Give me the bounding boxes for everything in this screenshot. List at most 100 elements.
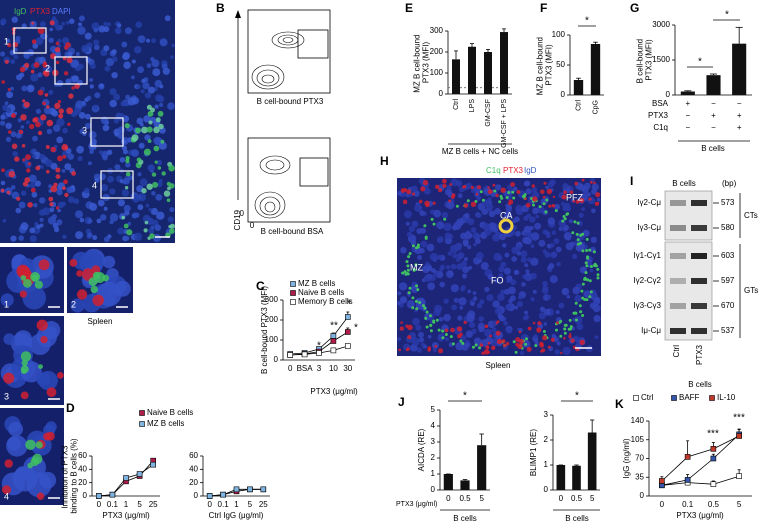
cell (32, 154, 37, 159)
y-tick-label: 70 (635, 454, 644, 463)
cell (17, 118, 22, 123)
series-line (661, 434, 740, 486)
cell (69, 18, 75, 24)
artery (498, 218, 514, 234)
cell (471, 328, 477, 334)
cell (518, 330, 522, 334)
cell (548, 263, 555, 269)
cell (26, 168, 31, 173)
cell (476, 196, 481, 201)
cell (119, 157, 126, 163)
cell (55, 174, 61, 180)
cell (578, 304, 582, 308)
cell (573, 220, 577, 224)
inset-label: 4 (4, 491, 9, 501)
cell (159, 102, 164, 107)
cell (584, 261, 588, 265)
cell (399, 326, 404, 331)
cell (460, 335, 467, 342)
cell (126, 229, 133, 236)
cell (475, 252, 484, 260)
cell (532, 207, 539, 215)
cell (504, 288, 510, 295)
marker (316, 350, 322, 356)
y-tick-label: 0 (640, 491, 645, 500)
cell (28, 174, 37, 183)
cell (433, 309, 441, 317)
marker (220, 491, 226, 498)
cell (504, 211, 512, 219)
cell (487, 273, 494, 280)
cell (144, 220, 149, 225)
cell (161, 171, 166, 176)
axis-label: B cell-bound BSA (261, 227, 324, 236)
x-tick-label: 0 (288, 364, 293, 373)
cell (543, 308, 551, 316)
cell (403, 210, 412, 219)
cell (117, 126, 125, 134)
condition-value: − (711, 123, 716, 132)
legend-label: BAFF (679, 393, 700, 402)
cell (30, 69, 35, 74)
cell (134, 46, 142, 54)
cell (71, 171, 76, 176)
cell (49, 20, 55, 26)
cell (76, 289, 88, 300)
cell (514, 305, 519, 310)
cell (456, 218, 464, 227)
marker (736, 433, 742, 439)
cell (542, 280, 548, 287)
cell (506, 279, 510, 284)
cell (516, 189, 521, 195)
cell (125, 156, 130, 161)
y-tick-label: 5 (431, 405, 436, 414)
cell (411, 337, 420, 346)
cell (27, 462, 33, 469)
cell (7, 436, 21, 451)
cell (123, 204, 131, 212)
cell (589, 181, 593, 184)
cell (416, 347, 423, 353)
cell (51, 214, 58, 220)
marker (330, 333, 337, 339)
x-tick-label: LPS (469, 99, 476, 113)
cell (473, 337, 482, 346)
cell (102, 124, 110, 132)
cell (562, 183, 569, 190)
cell (26, 84, 35, 93)
cell (32, 135, 38, 142)
inset-label: 3 (4, 391, 9, 401)
panel-label: B (216, 1, 225, 15)
cell (74, 108, 81, 115)
legend-label: Memory B cells (298, 297, 353, 306)
cell (109, 99, 117, 108)
cell (495, 322, 498, 325)
band-size: 573 (721, 198, 735, 207)
gel-bands (670, 200, 707, 334)
cell (475, 192, 479, 196)
cell (151, 59, 160, 68)
cell (68, 93, 74, 99)
x-tick-label: 30 (343, 364, 352, 373)
cell (544, 251, 551, 258)
cell (411, 220, 419, 228)
y-tick-label: 200 (430, 47, 444, 56)
stain-label: DAPI (52, 7, 71, 16)
cell (65, 20, 70, 25)
marker (330, 338, 337, 344)
cell (122, 52, 130, 61)
cell (145, 38, 151, 43)
cell (450, 284, 459, 293)
cell (397, 337, 402, 342)
cell (588, 197, 592, 201)
cell (138, 142, 145, 149)
cell (109, 220, 114, 225)
bar (572, 465, 581, 490)
cell (585, 264, 589, 268)
cell (407, 291, 411, 295)
cell (569, 241, 576, 247)
cell (495, 184, 502, 191)
cell (437, 236, 444, 243)
region-label: 3 (82, 125, 87, 135)
